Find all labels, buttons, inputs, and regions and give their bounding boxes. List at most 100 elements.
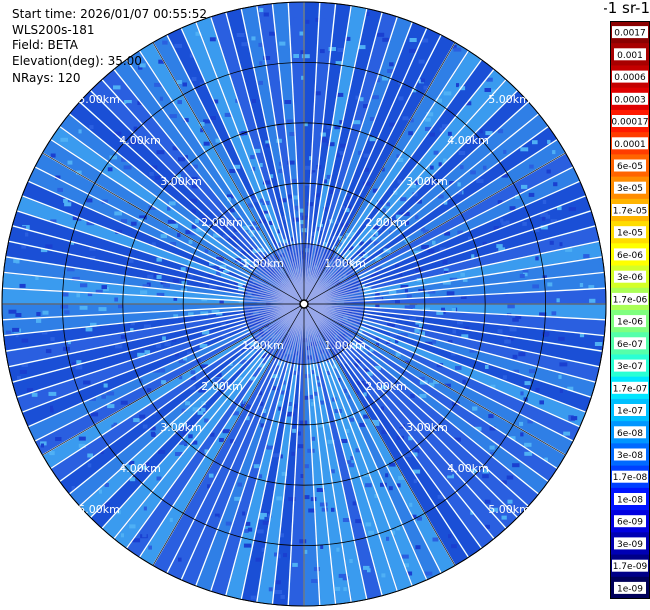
range-gate (257, 529, 264, 534)
range-gate (461, 211, 465, 216)
range-gate (491, 259, 498, 263)
range-gate (190, 176, 198, 181)
ray-gap (303, 50, 470, 305)
range-gate (335, 586, 341, 591)
range-gate (201, 548, 206, 553)
colorbar: 0.0017 0.001 0.0006 0.0003 0.00017 0.0001 6e-0… (610, 21, 650, 599)
range-gate (358, 285, 365, 290)
range-gate (286, 412, 292, 417)
range-gate (259, 163, 263, 167)
range-gate (214, 372, 222, 377)
range-gate (365, 522, 372, 527)
range-gate (337, 48, 344, 52)
range-gate (251, 166, 256, 171)
colorbar-tick-bg (612, 137, 648, 150)
range-gate (515, 315, 522, 319)
range-gate (363, 414, 370, 419)
range-gate (419, 376, 425, 381)
range-gate (457, 190, 463, 195)
colorbar-tick-label: 1e-07 (617, 407, 643, 417)
ray-67 (22, 182, 301, 303)
colorbar-tick-bg (612, 470, 648, 483)
range-gate (86, 221, 95, 226)
range-gate (404, 563, 409, 568)
range-gate (457, 182, 461, 187)
ray-43 (102, 307, 302, 539)
range-gate (259, 474, 263, 479)
range-gate (547, 139, 551, 144)
range-gate (288, 497, 296, 502)
ray-77 (114, 60, 302, 301)
range-gate (243, 259, 251, 263)
range-gate (182, 431, 187, 436)
range-gate (297, 431, 301, 436)
range-gate (225, 521, 232, 526)
range-gate (21, 244, 27, 249)
range-gate (399, 424, 405, 429)
range-gate (150, 410, 157, 415)
range-gate (390, 332, 398, 337)
range-gate (244, 401, 247, 406)
range-gate (265, 143, 271, 148)
range-gate (198, 388, 206, 393)
range-gate (276, 554, 281, 559)
range-gate (325, 371, 331, 375)
range-gate (215, 138, 224, 143)
range-gate (376, 374, 385, 379)
ray-gap (303, 113, 540, 305)
range-gate (278, 242, 287, 247)
range-gate (362, 355, 367, 360)
range-gate (594, 342, 603, 346)
range-gate (366, 12, 370, 16)
range-gate (214, 378, 222, 382)
range-gate (157, 450, 166, 454)
range-gate (426, 112, 434, 117)
colorbar-tick-label: 3e-06 (617, 273, 643, 283)
ray-gap (303, 303, 574, 442)
range-gate (548, 319, 554, 324)
range-gate (315, 334, 320, 339)
range-gate (482, 469, 489, 474)
ray-gap (303, 303, 529, 507)
range-gate (292, 404, 297, 409)
range-gate (174, 43, 182, 48)
range-gate (489, 445, 495, 450)
range-gate (442, 260, 448, 264)
range-gate (240, 251, 246, 256)
range-gate (289, 132, 296, 136)
range-gate (308, 394, 314, 399)
range-gate (337, 334, 345, 339)
range-gate (507, 304, 515, 309)
range-gate (292, 524, 297, 529)
range-gate (466, 101, 472, 106)
range-gate (443, 91, 452, 96)
range-gate (454, 437, 461, 442)
range-gate (447, 340, 453, 345)
range-gate (318, 325, 323, 330)
range-gate (443, 268, 449, 273)
ray-gap (256, 5, 305, 305)
range-gate (21, 338, 29, 343)
ring-label-3km: 3.00km (406, 175, 448, 188)
range-gate (123, 165, 132, 170)
range-gate (146, 388, 152, 393)
range-gate (244, 528, 249, 533)
range-gate (370, 229, 376, 234)
range-gate (238, 287, 245, 292)
ray-gap (180, 303, 305, 581)
ray-gap (303, 8, 368, 305)
range-gate (318, 341, 323, 346)
range-gate (114, 297, 118, 302)
range-gate (418, 323, 424, 327)
range-gate (247, 203, 254, 208)
range-gate (279, 41, 286, 46)
range-gate (101, 199, 108, 204)
range-gate (291, 178, 299, 183)
ring-label-1km: 1.00km (324, 339, 366, 352)
range-gate (41, 330, 48, 335)
range-gate (471, 254, 475, 259)
range-gate (462, 342, 468, 347)
range-gate (421, 227, 426, 232)
range-gate (177, 233, 181, 238)
range-gate (367, 380, 372, 385)
